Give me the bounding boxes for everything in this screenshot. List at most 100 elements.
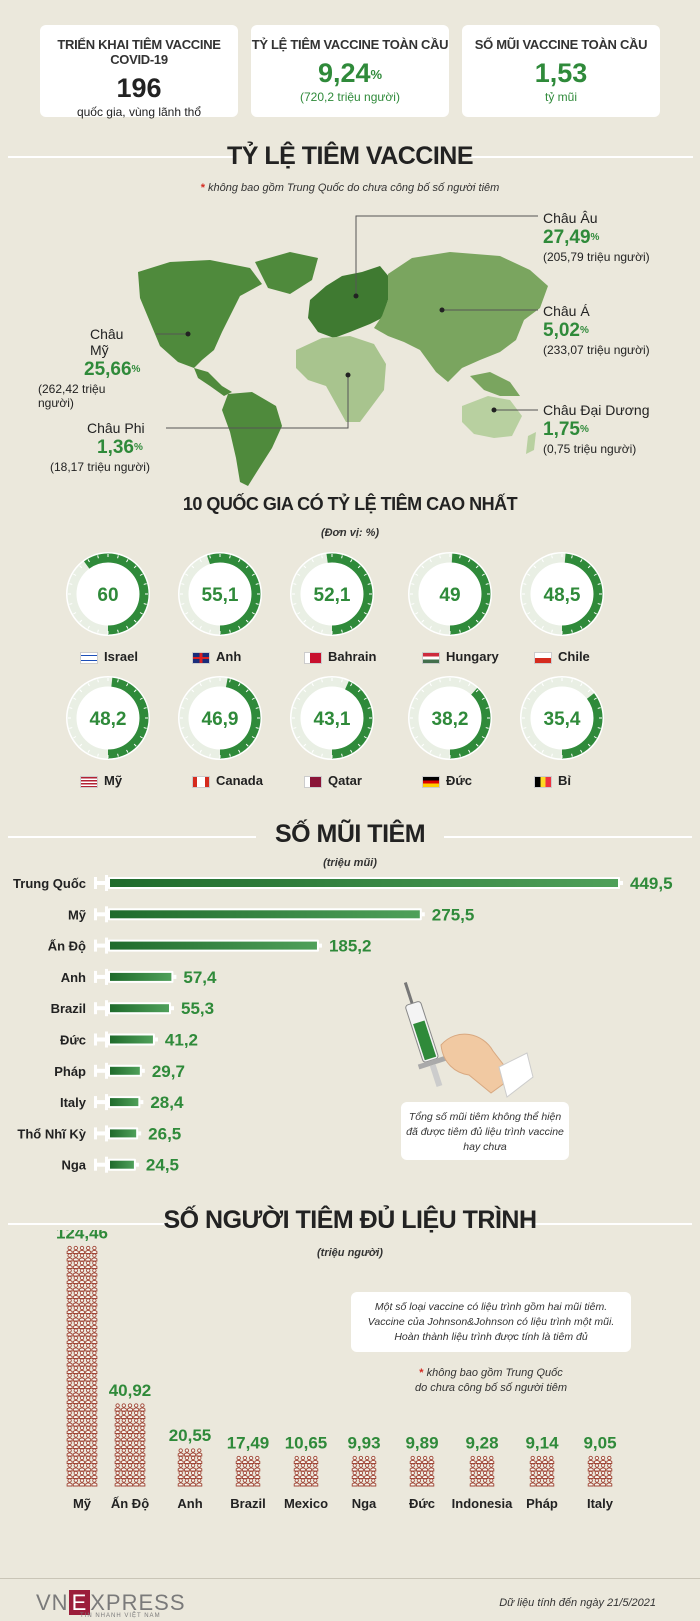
gauge-tick (593, 612, 597, 615)
summary-value: 9,24% (317, 58, 383, 88)
germany-flag-icon (422, 775, 440, 788)
syringe-tip (170, 1006, 174, 1011)
gauge-country-label: Bahrain (304, 649, 376, 664)
syringe-flange (105, 1000, 108, 1017)
world-map (138, 215, 548, 486)
gauge-tick (429, 559, 432, 563)
syringe-rod (97, 974, 105, 979)
dose-value-label: 24,5 (146, 1156, 179, 1175)
gauge-country-label: Qatar (304, 773, 362, 788)
syringe-tip (421, 912, 425, 917)
people-stack-6: 9,89 Đức (405, 1434, 438, 1512)
gauge-tick (587, 565, 591, 569)
gauge-tick (551, 753, 553, 757)
syringe-tip (173, 974, 177, 979)
map-asia-islands (470, 372, 520, 396)
gauge-tick (593, 736, 597, 739)
gauge-tick (533, 743, 537, 747)
people-value-label: 9,93 (347, 1434, 380, 1453)
gauge-tick (209, 555, 211, 559)
gauge-value-label: 38,2 (432, 709, 469, 730)
gauge-tick (367, 707, 371, 709)
gauge-tick (321, 679, 323, 683)
gauge-tick (429, 625, 432, 629)
gauge-tick (415, 736, 419, 739)
people-note: * không bao gồm Trung Quốc do chưa công … (414, 1367, 568, 1394)
map-central-america (194, 368, 232, 396)
belgium-flag-icon (534, 775, 552, 788)
people-country-label: Ấn Độ (111, 1496, 149, 1511)
gauges-unit-note: (Đơn vị: %) (320, 527, 380, 539)
people-stack-2: 20,55 Anh (169, 1426, 212, 1511)
syringe-tip (138, 1131, 142, 1136)
dose-country-label: Italy (60, 1095, 87, 1110)
gauge-tick (238, 749, 241, 753)
gauge-fill (67, 553, 149, 635)
gauge-tick (251, 697, 255, 700)
syringe-plunger (94, 1064, 97, 1077)
gauge-fill (67, 677, 149, 759)
gauge-tick (485, 603, 489, 605)
gauge-tick (341, 753, 343, 757)
gauge-tick (580, 749, 583, 753)
gauge-tick (341, 679, 343, 683)
gauge-tick (415, 573, 419, 576)
gauge-2: 52,1 (290, 552, 374, 636)
gauge-tick (587, 689, 591, 693)
gauge-tick (459, 629, 461, 633)
summary-sub: quốc gia, vùng lãnh thổ (76, 105, 202, 119)
gauge-tick (73, 612, 77, 615)
gauge-country-label: Anh (192, 649, 241, 664)
gauge-tick (181, 727, 185, 729)
gauge-value-label: 35,4 (544, 709, 581, 730)
gauge-tick (97, 679, 99, 683)
map-new-zealand (526, 432, 536, 454)
people-section-title: SỐ NGƯỜI TIÊM ĐỦ LIỆU TRÌNH (163, 1206, 537, 1234)
gauge-tick (87, 749, 90, 753)
gauge-tick (415, 697, 419, 700)
gauge-tick (143, 727, 147, 729)
gauge-tick (541, 683, 544, 687)
dose-country-label: Đức (60, 1033, 86, 1048)
gauge-tick (293, 583, 297, 585)
syringe-plunger (94, 1127, 97, 1140)
gauge-tick (97, 629, 99, 633)
dose-value-label: 26,5 (148, 1124, 181, 1143)
people-callout: Một số loại vaccine có liệu trình gồm ha… (351, 1292, 631, 1352)
people-unit-note: (triệu người) (317, 1247, 383, 1259)
dose-country-label: Mỹ (68, 907, 87, 922)
vnexpress-logo[interactable]: VN E XPRESS TIN NHANH VIỆT NAM (36, 1590, 186, 1619)
syringe-rod (97, 912, 105, 917)
gauge-tick (533, 689, 537, 693)
gauge-tick (350, 749, 353, 753)
gauge-bg (178, 552, 262, 636)
syringe-plunger (94, 1096, 97, 1109)
syringe-plunger (94, 1002, 97, 1015)
gauge-tick (421, 565, 425, 569)
gauge-tick (321, 629, 323, 633)
gauge-bg (520, 552, 604, 636)
dose-value-label: 41,2 (165, 1031, 198, 1050)
gauge-bg (408, 552, 492, 636)
israel-flag-icon (80, 651, 98, 664)
summary-sub: (720,2 triệu người) (300, 90, 400, 104)
syringe-plunger (94, 1033, 97, 1046)
gauge-tick (255, 603, 259, 605)
chile-flag-icon (534, 651, 552, 664)
gauge-tick (311, 559, 314, 563)
gauge-tick (126, 625, 129, 629)
gauge-value-label: 48,5 (544, 585, 581, 606)
gauges-section-title: 10 QUỐC GIA CÓ TỶ LỆ TIÊM CAO NHẤT (182, 494, 518, 514)
divider (8, 156, 233, 158)
gauge-value-label: 48,2 (90, 709, 127, 730)
dose-bar-fill (110, 910, 420, 919)
people-stack-8: 9,14 Pháp (525, 1434, 559, 1512)
people-country-label: Indonesia (452, 1496, 513, 1511)
gauge-tick (126, 749, 129, 753)
gauge-fill (521, 677, 603, 759)
gauge-tick (87, 625, 90, 629)
gauge-tick (297, 736, 301, 739)
gauge-tick (481, 697, 485, 700)
summary-card-countries: TRIỂN KHAI TIÊM VACCINE COVID-19 196 quố… (40, 25, 238, 119)
people-value-label: 9,89 (405, 1434, 438, 1453)
